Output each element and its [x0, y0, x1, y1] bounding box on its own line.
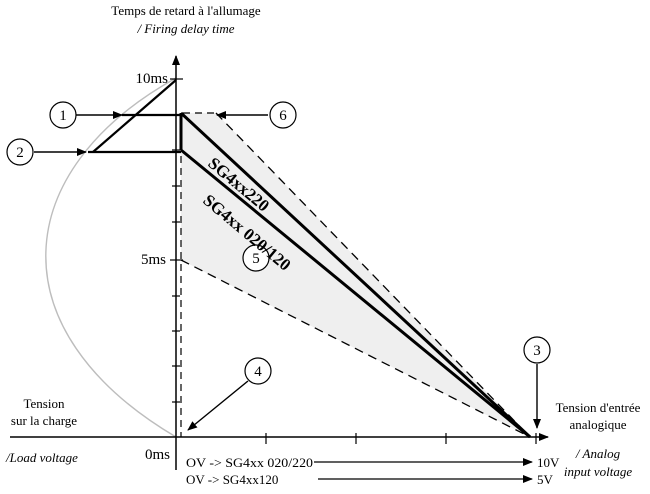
callout-3: 3	[523, 336, 551, 364]
y-axis-title-fr: Temps de retard à l'allumage	[111, 3, 261, 18]
load-voltage-title-line1: Tension	[24, 396, 65, 411]
sg4xx020-120-line	[180, 148, 531, 439]
load-voltage-curve	[45, 77, 177, 438]
load-voltage-title-en: /Load voltage	[5, 450, 78, 465]
range-note-1-value: 10V	[537, 455, 560, 470]
y-axis-title-en: / Firing delay time	[136, 21, 234, 36]
callout-5: 5	[242, 244, 270, 272]
analog-input-title-line2: analogique	[569, 417, 626, 432]
y-tick-label-5ms: 5ms	[141, 252, 166, 268]
analog-input-title-en-line2: input voltage	[564, 464, 632, 479]
callout-4-arrow	[187, 380, 249, 431]
svg-text:3: 3	[533, 343, 541, 359]
svg-text:6: 6	[279, 108, 287, 124]
y-tick-label-0ms: 0ms	[145, 447, 170, 463]
x-axis-ticks	[265, 433, 537, 444]
callout-2: 2	[6, 138, 34, 166]
callout-1: 1	[49, 101, 77, 129]
svg-text:5: 5	[252, 251, 260, 267]
callout-6: 6	[269, 101, 297, 129]
dashed-lower-diagonal	[180, 259, 531, 438]
dashed-upper-diagonal	[215, 112, 531, 438]
callout-4: 4	[244, 357, 272, 385]
range-note-2-text: OV -> SG4xx120	[186, 472, 278, 487]
svg-text:4: 4	[254, 364, 262, 380]
range-note-2-value: 5V	[537, 472, 554, 487]
range-note-1-text: OV -> SG4xx 020/220	[186, 455, 313, 470]
analog-input-title-line1: Tension d'entrée	[556, 400, 641, 415]
analog-input-title-en-line1: / Analog	[575, 446, 621, 461]
y-axis-ticks	[170, 78, 183, 403]
y-tick-label-10ms: 10ms	[135, 71, 168, 87]
sg4xx220-line	[179, 111, 532, 439]
svg-text:2: 2	[16, 145, 24, 161]
load-voltage-title-line2: sur la charge	[11, 413, 77, 428]
svg-text:1: 1	[59, 108, 67, 124]
